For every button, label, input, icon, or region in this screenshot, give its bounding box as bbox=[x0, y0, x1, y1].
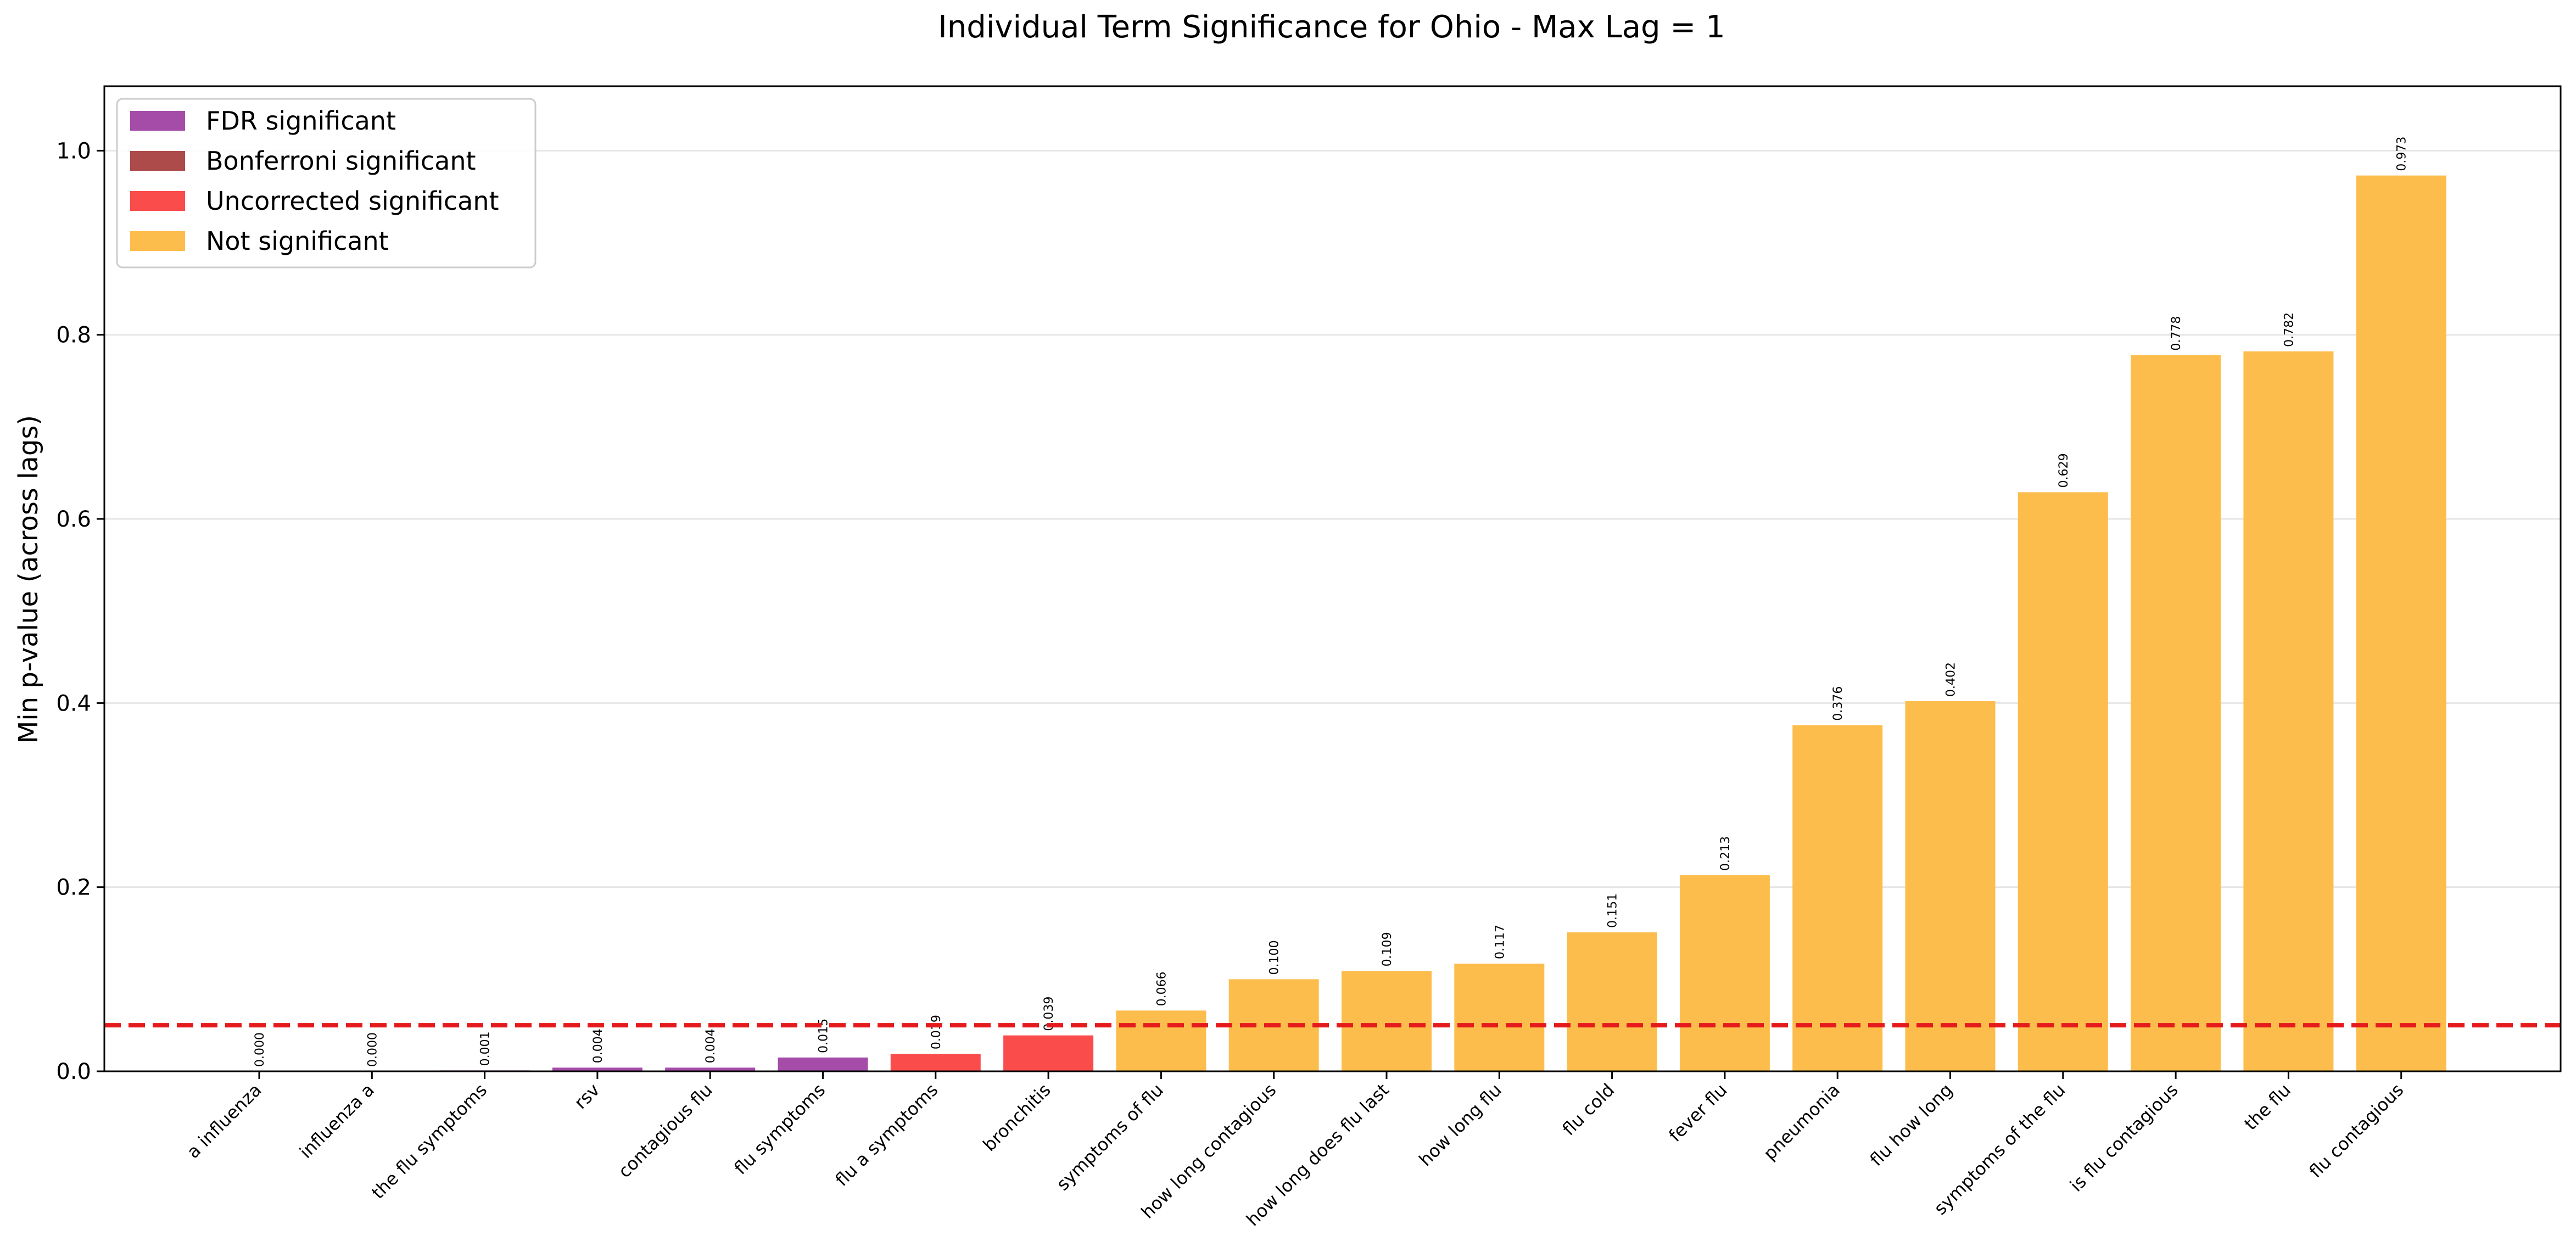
bar-value-label: 0.117 bbox=[1493, 925, 1507, 959]
bar-value-label: 0.019 bbox=[930, 1015, 943, 1049]
bar bbox=[1454, 963, 1545, 1071]
bar-value-label: 0.066 bbox=[1155, 971, 1169, 1006]
bar bbox=[665, 1067, 756, 1071]
y-tick-label: 0.4 bbox=[56, 691, 91, 716]
y-axis-label: Min p-value (across lags) bbox=[13, 415, 44, 743]
bar bbox=[778, 1057, 868, 1071]
bar-value-label: 0.629 bbox=[2057, 453, 2071, 488]
bar-value-label: 0.000 bbox=[253, 1032, 267, 1067]
legend-label: Bonferroni significant bbox=[206, 146, 476, 176]
bar bbox=[1342, 971, 1432, 1071]
bar bbox=[890, 1054, 981, 1071]
y-tick-label: 0.2 bbox=[56, 875, 91, 901]
bar-value-label: 0.213 bbox=[1719, 836, 1733, 871]
bar bbox=[2243, 351, 2334, 1071]
bar-value-label: 0.000 bbox=[366, 1032, 379, 1067]
legend-box bbox=[116, 98, 537, 269]
legend-swatch bbox=[130, 151, 185, 171]
legend-swatch bbox=[130, 191, 185, 211]
legend-label: FDR significant bbox=[206, 106, 396, 136]
bar-value-label: 0.973 bbox=[2395, 137, 2409, 171]
plot-frame bbox=[103, 85, 2562, 1072]
bar bbox=[1792, 725, 1883, 1071]
bar-value-label: 0.376 bbox=[1831, 686, 1845, 721]
legend: FDR significant Bonferroni significant Unc… bbox=[116, 98, 537, 269]
legend-label: Not significant bbox=[206, 226, 389, 256]
y-tick-label: 1.0 bbox=[56, 138, 91, 164]
y-tick-label: 0.0 bbox=[56, 1059, 91, 1084]
bar-value-label: 0.109 bbox=[1381, 932, 1394, 966]
y-tick-label: 0.6 bbox=[56, 507, 91, 532]
bar bbox=[1679, 875, 1770, 1071]
bar bbox=[1003, 1035, 1094, 1071]
bar bbox=[552, 1067, 642, 1071]
bar-value-label: 0.778 bbox=[2170, 316, 2183, 351]
legend-swatch bbox=[130, 231, 185, 251]
bar bbox=[1905, 701, 1996, 1071]
bar-value-label: 0.402 bbox=[1944, 662, 1958, 697]
bar-value-label: 0.782 bbox=[2282, 312, 2296, 347]
y-tick-label: 0.8 bbox=[56, 323, 91, 348]
legend-label: Uncorrected significant bbox=[206, 186, 499, 216]
bar bbox=[2356, 175, 2446, 1071]
bar-value-label: 0.151 bbox=[1606, 893, 1620, 928]
bar bbox=[1567, 932, 1657, 1071]
bar-value-label: 0.004 bbox=[704, 1028, 718, 1063]
bar bbox=[2131, 355, 2221, 1071]
bar-value-label: 0.004 bbox=[591, 1028, 605, 1063]
chart-title: Individual Term Significance for Ohio - … bbox=[938, 9, 1725, 45]
bar-value-label: 0.100 bbox=[1268, 940, 1282, 975]
legend-swatch bbox=[130, 111, 185, 131]
bar bbox=[1116, 1010, 1206, 1071]
bar bbox=[2018, 492, 2108, 1071]
bar-value-label: 0.001 bbox=[479, 1031, 493, 1066]
